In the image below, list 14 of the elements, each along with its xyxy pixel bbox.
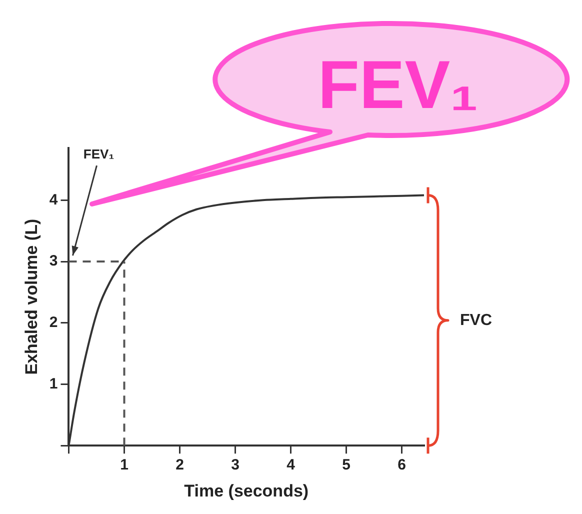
x-tick-label: 5 xyxy=(342,456,350,474)
x-tick-label: 2 xyxy=(176,456,184,474)
x-axis-title: Time (seconds) xyxy=(184,481,309,500)
y-tick-label: 2 xyxy=(49,314,58,332)
y-tick-label: 3 xyxy=(49,252,58,270)
text: FVC xyxy=(460,312,492,329)
annotation: FEV₁ xyxy=(83,146,114,162)
x-tick-label: 6 xyxy=(398,456,406,474)
y-tick-label: 1 xyxy=(49,375,58,392)
x-tick-label: 3 xyxy=(231,456,240,474)
y-tick-label: 4 xyxy=(49,191,58,208)
x-tick-label: 4 xyxy=(286,456,296,474)
x-tick-label: 1 xyxy=(120,456,128,474)
y-axis-title: Exhaled volume (L) xyxy=(22,218,41,375)
